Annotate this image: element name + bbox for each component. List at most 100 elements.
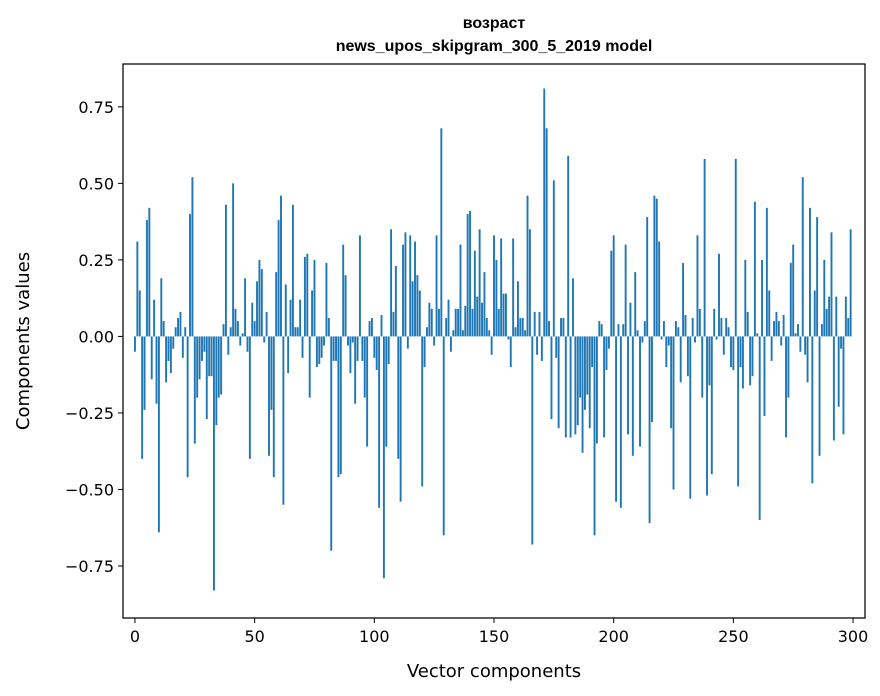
bar: [153, 299, 156, 337]
bar: [665, 336, 668, 368]
bar: [756, 333, 759, 337]
bar: [277, 220, 280, 337]
bar: [351, 336, 354, 343]
bar: [727, 327, 730, 337]
bar: [275, 272, 278, 337]
bar: [780, 336, 783, 346]
bar: [689, 336, 692, 499]
bar: [569, 336, 572, 438]
bar: [215, 336, 218, 426]
bar: [320, 336, 323, 358]
bar: [799, 336, 802, 352]
bar: [794, 333, 797, 337]
bar: [311, 290, 314, 337]
bar: [545, 128, 548, 337]
bar: [543, 88, 546, 337]
bar: [433, 336, 436, 346]
bar: [466, 213, 469, 337]
bar: [514, 327, 517, 337]
bar: [627, 336, 629, 435]
bar: [617, 324, 620, 337]
bar: [315, 336, 318, 368]
bar: [325, 262, 328, 337]
bar: [785, 336, 787, 438]
bar: [280, 195, 282, 337]
bar: [210, 336, 213, 377]
bar: [761, 259, 764, 337]
bar: [392, 311, 395, 337]
bar: [201, 336, 203, 361]
bar: [356, 336, 359, 361]
y-tick-label: 0.50: [78, 174, 114, 193]
bar: [548, 321, 550, 337]
bar: [653, 195, 656, 337]
bar: [205, 336, 208, 420]
bar: [296, 327, 299, 337]
bar: [639, 336, 641, 447]
bar: [308, 336, 311, 398]
bar: [229, 327, 232, 337]
bar: [703, 158, 706, 337]
bar: [191, 177, 194, 337]
bar: [524, 330, 527, 337]
bar: [643, 321, 646, 337]
bar: [347, 336, 349, 346]
y-axis-label: Components values: [13, 252, 34, 430]
bar: [636, 330, 639, 337]
x-tick-label: 0: [130, 627, 140, 646]
bar: [380, 314, 383, 337]
bar: [160, 278, 163, 337]
bar: [753, 201, 756, 337]
bar: [646, 217, 649, 337]
bar: [658, 241, 661, 337]
bar: [631, 336, 634, 456]
bar: [691, 318, 694, 337]
bar: [461, 330, 464, 337]
bar: [677, 327, 680, 337]
bar: [464, 305, 467, 337]
bar: [169, 336, 172, 374]
bar: [287, 336, 290, 374]
y-tick-label: −0.50: [65, 480, 114, 499]
bar: [134, 336, 136, 352]
bar: [354, 336, 357, 404]
bars-group: [134, 88, 852, 591]
bar: [610, 250, 613, 337]
bar: [323, 336, 326, 346]
bar: [437, 308, 440, 337]
chart-subtitle: news_upos_skipgram_300_5_2019 model: [336, 38, 653, 55]
bar: [251, 302, 254, 337]
bar: [339, 336, 342, 475]
bar: [619, 336, 622, 508]
bar: [435, 235, 438, 337]
bar: [560, 318, 562, 337]
bar: [804, 336, 807, 355]
bar: [713, 308, 716, 337]
bar: [811, 336, 814, 484]
bar: [241, 333, 244, 337]
bar: [586, 336, 589, 395]
bar: [823, 259, 826, 337]
bar: [770, 336, 773, 361]
bar: [670, 336, 673, 429]
bar: [493, 235, 495, 337]
bar: [485, 318, 488, 337]
bar: [720, 318, 723, 337]
bar: [557, 336, 560, 429]
x-tick-label: 300: [838, 627, 869, 646]
bar: [531, 336, 534, 545]
bar: [150, 336, 153, 380]
bar: [840, 336, 843, 349]
bar: [476, 296, 479, 337]
x-tick-label: 200: [598, 627, 629, 646]
bar: [634, 272, 637, 337]
bar: [162, 321, 165, 337]
bar: [603, 336, 606, 438]
bar: [495, 259, 498, 337]
bar: [797, 324, 799, 337]
bar: [555, 336, 558, 358]
bar: [706, 336, 708, 496]
bar: [373, 336, 376, 358]
x-tick-label: 150: [479, 627, 510, 646]
